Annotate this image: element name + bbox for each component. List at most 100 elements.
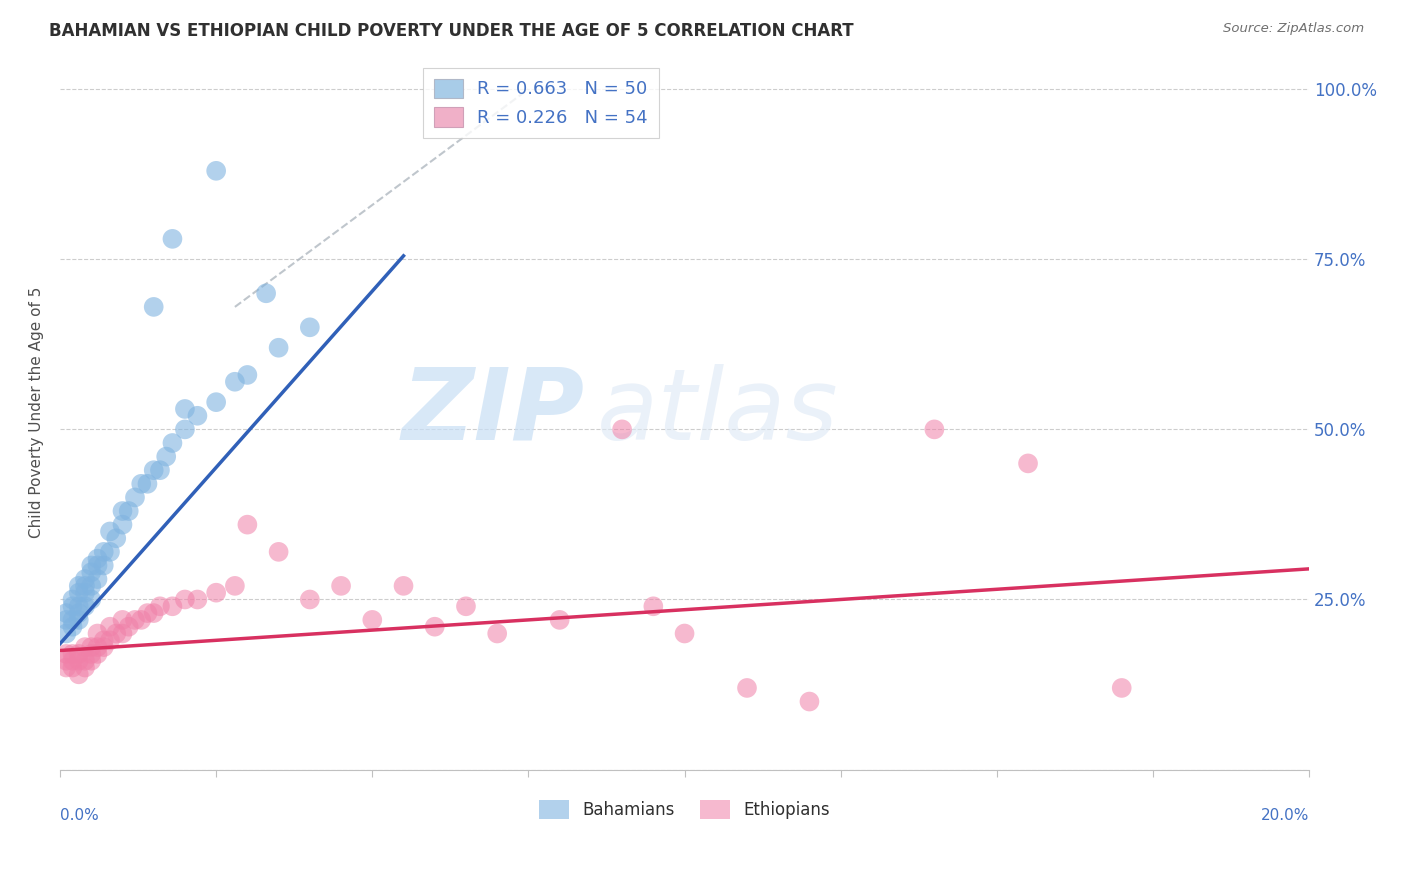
Point: [73, 579, 96, 593]
Point: [361, 613, 384, 627]
Point: [155, 450, 177, 464]
Point: [80, 647, 103, 661]
Point: [93, 633, 115, 648]
Point: [111, 517, 134, 532]
Point: [124, 613, 146, 627]
Point: [224, 579, 246, 593]
Point: [610, 422, 633, 436]
Point: [98, 620, 121, 634]
Text: 0.0%: 0.0%: [60, 808, 98, 823]
Point: [205, 585, 228, 599]
Point: [162, 232, 184, 246]
Point: [86, 572, 108, 586]
Point: [67, 585, 90, 599]
Point: [111, 626, 134, 640]
Point: [486, 626, 509, 640]
Point: [67, 667, 90, 681]
Point: [73, 572, 96, 586]
Point: [186, 409, 208, 423]
Point: [267, 545, 290, 559]
Point: [924, 422, 946, 436]
Point: [55, 647, 77, 661]
Point: [254, 286, 277, 301]
Point: [55, 626, 77, 640]
Point: [98, 545, 121, 559]
Point: [80, 640, 103, 654]
Point: [86, 626, 108, 640]
Point: [224, 375, 246, 389]
Point: [86, 640, 108, 654]
Point: [62, 592, 84, 607]
Point: [86, 558, 108, 573]
Point: [62, 647, 84, 661]
Point: [55, 660, 77, 674]
Point: [735, 681, 758, 695]
Point: [67, 606, 90, 620]
Point: [67, 579, 90, 593]
Point: [118, 504, 141, 518]
Text: 20.0%: 20.0%: [1261, 808, 1309, 823]
Point: [73, 660, 96, 674]
Point: [142, 606, 165, 620]
Point: [73, 654, 96, 668]
Point: [392, 579, 415, 593]
Point: [86, 551, 108, 566]
Point: [80, 558, 103, 573]
Point: [236, 368, 259, 382]
Point: [236, 517, 259, 532]
Point: [162, 436, 184, 450]
Point: [67, 613, 90, 627]
Point: [73, 640, 96, 654]
Point: [1017, 457, 1039, 471]
Point: [799, 694, 821, 708]
Point: [98, 633, 121, 648]
Point: [142, 300, 165, 314]
Point: [67, 654, 90, 668]
Point: [454, 599, 477, 614]
Point: [80, 592, 103, 607]
Text: atlas: atlas: [598, 364, 839, 461]
Point: [643, 599, 665, 614]
Point: [55, 613, 77, 627]
Point: [73, 585, 96, 599]
Point: [673, 626, 696, 640]
Point: [67, 647, 90, 661]
Legend: R = 0.663   N = 50, R = 0.226   N = 54: R = 0.663 N = 50, R = 0.226 N = 54: [423, 68, 659, 138]
Point: [174, 592, 197, 607]
Point: [136, 476, 159, 491]
Point: [298, 592, 321, 607]
Point: [330, 579, 353, 593]
Point: [93, 640, 115, 654]
Point: [105, 626, 128, 640]
Point: [149, 463, 172, 477]
Point: [98, 524, 121, 539]
Point: [105, 531, 128, 545]
Point: [62, 599, 84, 614]
Point: [205, 395, 228, 409]
Point: [93, 558, 115, 573]
Point: [73, 599, 96, 614]
Point: [62, 660, 84, 674]
Text: BAHAMIAN VS ETHIOPIAN CHILD POVERTY UNDER THE AGE OF 5 CORRELATION CHART: BAHAMIAN VS ETHIOPIAN CHILD POVERTY UNDE…: [49, 22, 853, 40]
Point: [174, 401, 197, 416]
Text: Source: ZipAtlas.com: Source: ZipAtlas.com: [1223, 22, 1364, 36]
Point: [80, 579, 103, 593]
Point: [124, 491, 146, 505]
Point: [136, 606, 159, 620]
Point: [129, 476, 152, 491]
Point: [149, 599, 172, 614]
Point: [67, 599, 90, 614]
Point: [55, 654, 77, 668]
Point: [186, 592, 208, 607]
Y-axis label: Child Poverty Under the Age of 5: Child Poverty Under the Age of 5: [30, 286, 44, 538]
Point: [62, 620, 84, 634]
Point: [55, 606, 77, 620]
Point: [86, 647, 108, 661]
Point: [80, 566, 103, 580]
Point: [267, 341, 290, 355]
Point: [174, 422, 197, 436]
Point: [118, 620, 141, 634]
Point: [93, 545, 115, 559]
Point: [142, 463, 165, 477]
Point: [298, 320, 321, 334]
